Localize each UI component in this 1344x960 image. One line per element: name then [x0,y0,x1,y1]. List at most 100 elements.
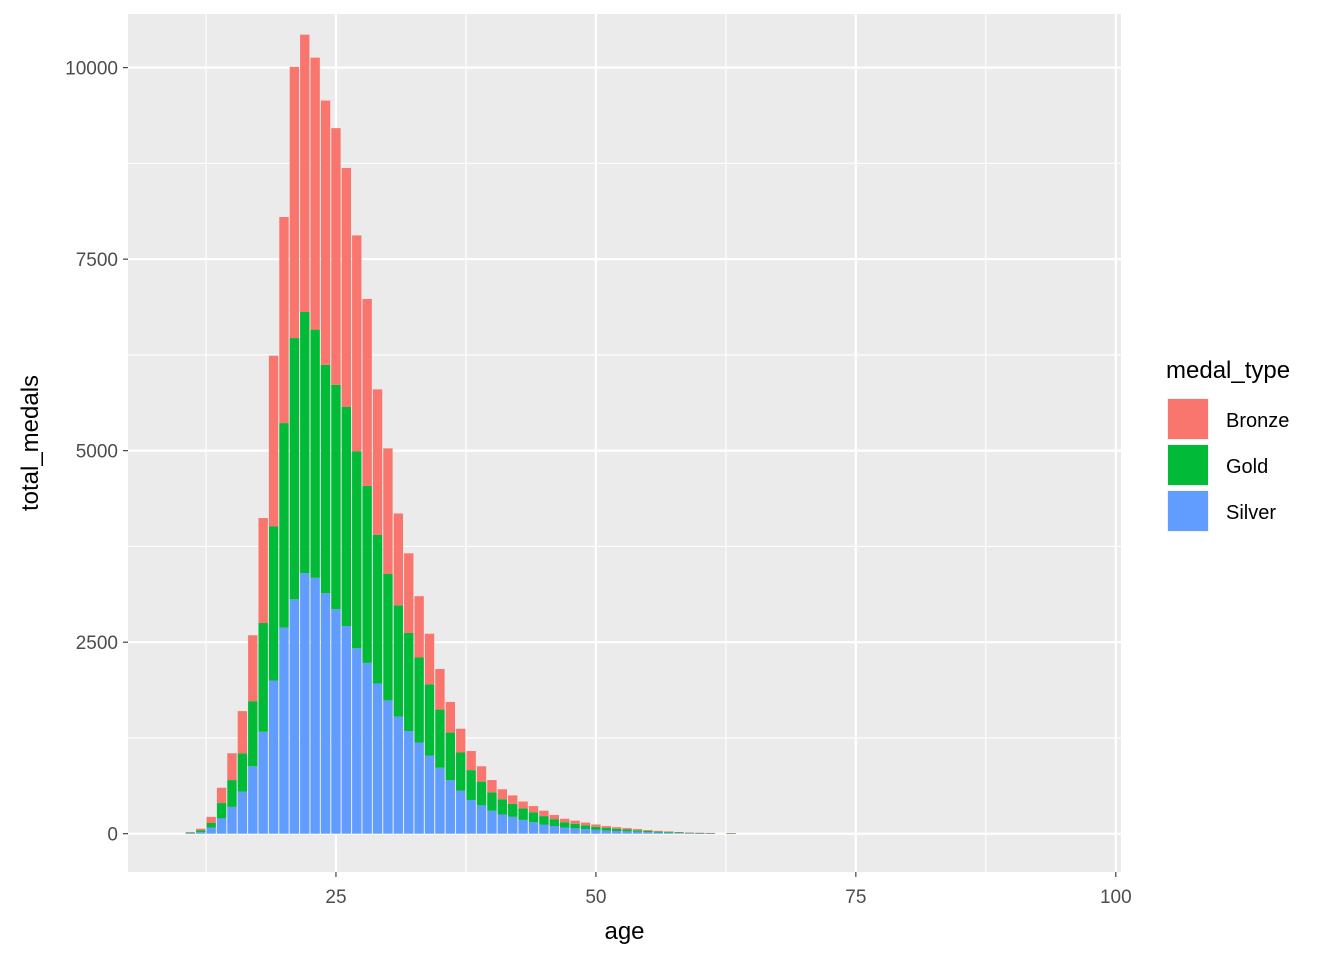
bar-bronze-age-23 [310,57,320,330]
bar-gold-age-24 [320,364,331,594]
bar-silver-age-59 [684,833,695,834]
bar-gold-age-43 [518,808,528,820]
bar-silver-age-21 [289,599,300,834]
legend-label-bronze: Bronze [1226,410,1289,432]
bar-silver-age-23 [310,577,320,834]
legend-swatch-bronze [1168,399,1208,439]
bar-bronze-age-35 [435,668,445,710]
bar-bronze-age-32 [404,553,414,633]
legend-item-bronze: Bronze [1167,398,1289,440]
bar-bronze-age-59 [684,832,695,833]
bar-bronze-age-31 [393,513,404,606]
bar-silver-age-61 [705,833,715,834]
bar-silver-age-38 [466,799,476,834]
bar-silver-age-45 [539,824,549,834]
bar-gold-age-39 [476,781,487,806]
bar-silver-age-17 [248,766,258,834]
bar-gold-age-23 [310,329,320,578]
bar-silver-age-30 [383,700,393,834]
bar-bronze-age-20 [279,217,289,424]
bar-bronze-age-15 [227,753,237,781]
bar-silver-age-14 [216,818,227,834]
bar-silver-age-25 [331,609,341,834]
bar-gold-age-58 [674,832,684,834]
bar-gold-age-54 [632,830,643,832]
legend-title: medal_type [1166,357,1290,384]
bar-gold-age-19 [268,526,279,681]
legend-item-gold: Gold [1167,444,1268,486]
bar-gold-age-49 [580,825,591,830]
bar-silver-age-39 [476,805,487,834]
bar-silver-age-57 [664,832,674,834]
bar-silver-age-16 [237,791,248,834]
bar-silver-age-29 [372,683,383,834]
bar-bronze-age-48 [570,820,580,824]
bar-silver-age-28 [362,662,372,834]
bar-bronze-age-43 [518,801,528,809]
bar-gold-age-28 [362,485,372,663]
bar-silver-age-20 [279,627,289,834]
bar-gold-age-50 [591,826,601,830]
bar-bronze-age-27 [352,235,362,452]
bar-gold-age-60 [695,833,705,834]
bar-bronze-age-34 [424,633,435,685]
bar-bronze-age-33 [414,596,424,658]
bars [185,34,736,835]
bar-silver-age-51 [601,830,611,834]
bar-gold-age-36 [445,732,456,781]
bar-bronze-age-16 [237,711,248,754]
bar-silver-age-54 [632,831,643,834]
y-tick-label-0: 0 [107,825,118,846]
bar-bronze-age-45 [539,810,549,817]
bar-bronze-age-14 [216,787,227,804]
bar-bronze-age-28 [362,298,372,486]
bar-gold-age-16 [237,753,248,792]
bar-gold-age-21 [289,338,300,600]
bar-gold-age-55 [643,831,653,833]
bar-gold-age-25 [331,384,341,610]
bar-silver-age-41 [497,814,508,834]
bar-gold-age-35 [435,709,445,768]
bar-gold-age-37 [456,752,466,791]
bar-gold-age-26 [341,406,352,627]
bar-gold-age-18 [258,623,268,732]
legend-label-silver: Silver [1226,502,1276,524]
bar-gold-age-20 [279,423,289,628]
bar-gold-age-52 [612,828,622,832]
bar-silver-age-48 [570,828,580,834]
y-tick-label-7500: 7500 [76,250,118,271]
bar-bronze-age-44 [528,806,539,813]
bar-gold-age-45 [539,816,549,825]
legend: medal_type Bronze Gold Silver [1166,357,1290,532]
x-axis-title: age [604,918,644,945]
bar-bronze-age-30 [383,448,393,574]
bar-gold-age-13 [206,822,216,828]
legend-item-silver: Silver [1167,490,1276,532]
y-tick-label-10000: 10000 [65,59,118,80]
bar-bronze-age-52 [612,827,622,829]
bar-silver-age-44 [528,822,539,834]
bar-bronze-age-17 [248,635,258,702]
x-tick-label-75: 75 [845,887,866,908]
bar-bronze-age-60 [695,832,705,834]
bar-bronze-age-25 [331,128,341,385]
y-tick-label-5000: 5000 [76,442,118,463]
bar-silver-age-52 [612,831,622,834]
bar-bronze-age-22 [300,34,310,313]
bar-bronze-age-39 [476,766,487,782]
bar-bronze-age-50 [591,824,601,827]
bar-gold-age-38 [466,770,476,800]
bar-gold-age-34 [424,684,435,756]
y-axis-title: total_medals [17,375,44,511]
bar-bronze-age-36 [445,701,456,733]
bar-gold-age-42 [508,803,518,817]
bar-silver-age-47 [560,827,570,834]
bar-bronze-age-63 [726,833,736,834]
bar-gold-age-56 [653,831,663,833]
legend-label-gold: Gold [1226,456,1268,478]
bar-bronze-age-11 [185,832,196,833]
bar-silver-age-22 [300,573,310,834]
bar-bronze-age-46 [549,814,559,820]
bar-bronze-age-29 [372,389,383,535]
